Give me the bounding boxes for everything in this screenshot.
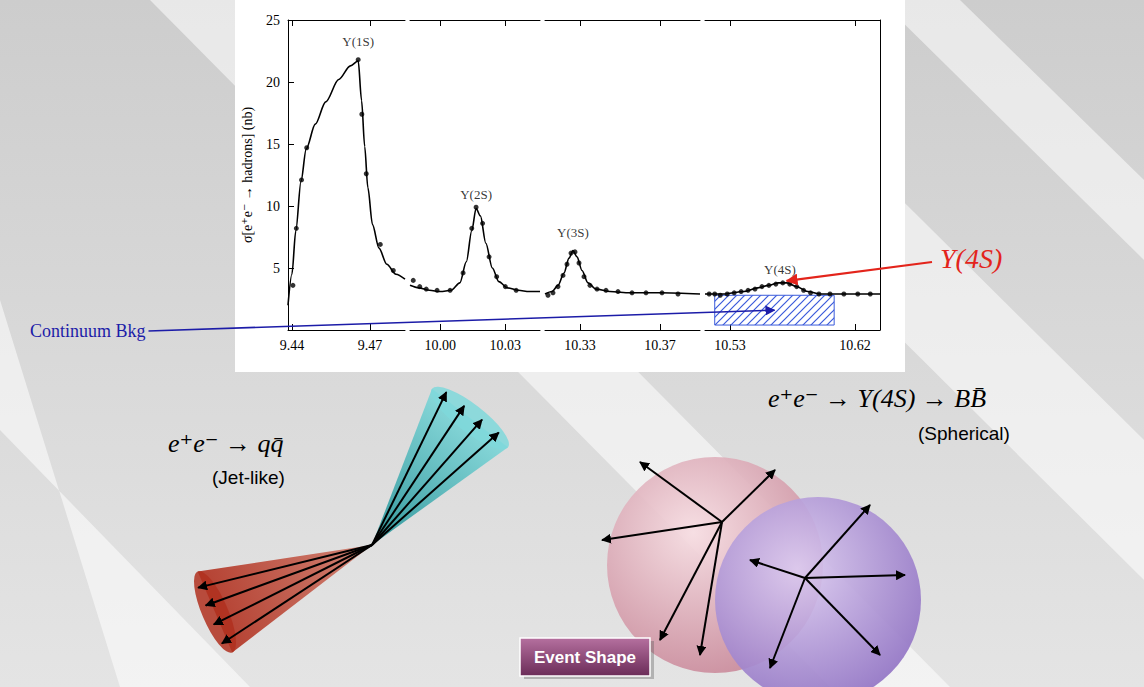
svg-text:10.62: 10.62 xyxy=(839,338,871,353)
svg-text:10.37: 10.37 xyxy=(644,338,676,353)
svg-text:Υ(3S): Υ(3S) xyxy=(557,225,589,240)
svg-text:(Jet-like): (Jet-like) xyxy=(212,467,285,488)
svg-text:Event Shape: Event Shape xyxy=(534,648,636,667)
svg-text:20: 20 xyxy=(266,75,280,90)
svg-text:e⁺e⁻ → Υ(4S) → BB̄: e⁺e⁻ → Υ(4S) → BB̄ xyxy=(768,384,986,413)
svg-text:25: 25 xyxy=(266,13,280,28)
svg-text:10.53: 10.53 xyxy=(714,338,746,353)
svg-text:Υ(4S): Υ(4S) xyxy=(764,262,796,277)
svg-text:9.44: 9.44 xyxy=(280,338,305,353)
svg-text:10: 10 xyxy=(266,199,280,214)
svg-text:e⁺e⁻ → qq̄: e⁺e⁻ → qq̄ xyxy=(168,429,284,458)
svg-text:10.03: 10.03 xyxy=(490,338,522,353)
svg-text:Υ(4S): Υ(4S) xyxy=(940,243,1002,274)
svg-text:5: 5 xyxy=(273,261,280,276)
svg-text:9.47: 9.47 xyxy=(358,338,383,353)
svg-text:(Spherical): (Spherical) xyxy=(918,423,1010,444)
svg-text:15: 15 xyxy=(266,137,280,152)
svg-text:Υ(2S): Υ(2S) xyxy=(460,187,492,202)
svg-text:σ[e⁺e⁻ → hadrons] (nb): σ[e⁺e⁻ → hadrons] (nb) xyxy=(240,107,256,244)
svg-text:10.33: 10.33 xyxy=(564,338,596,353)
svg-text:Continuum Bkg: Continuum Bkg xyxy=(30,321,146,341)
svg-text:Υ(1S): Υ(1S) xyxy=(342,34,374,49)
svg-text:10.00: 10.00 xyxy=(425,338,457,353)
